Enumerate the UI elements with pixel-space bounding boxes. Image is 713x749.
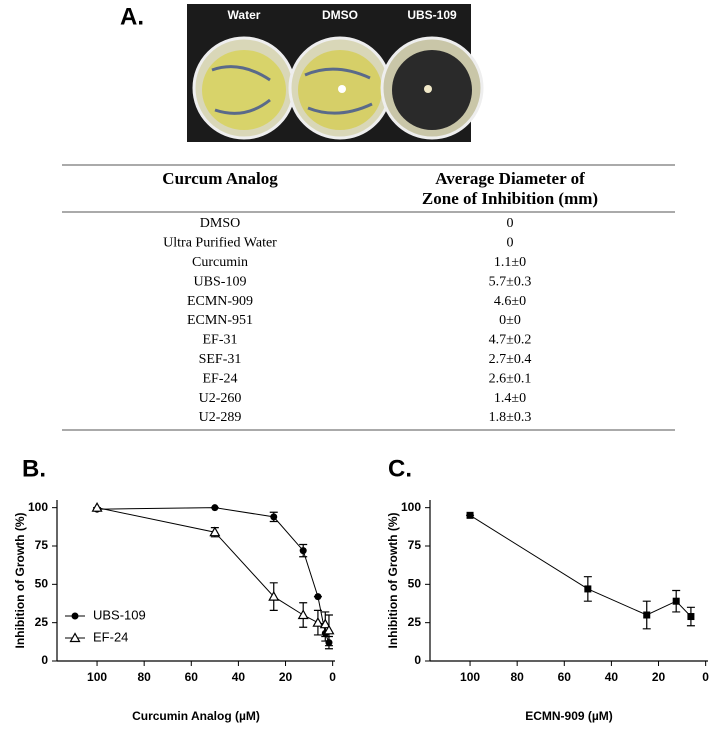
x-tick-label: 60 [558, 670, 572, 684]
table-cell: 0 [507, 216, 514, 231]
y-tick-label: 50 [35, 577, 49, 591]
legend-label: EF-24 [93, 629, 128, 644]
y-tick-label: 100 [401, 500, 421, 514]
x-tick-label: 0 [329, 670, 336, 684]
x-tick-label: 60 [185, 670, 199, 684]
marker [584, 585, 592, 593]
table-cell: 5.7±0.3 [489, 274, 532, 289]
marker [299, 547, 307, 555]
table-cell: DMSO [200, 216, 240, 231]
table-cell: 0±0 [499, 313, 521, 328]
table-cell: 2.7±0.4 [489, 352, 532, 367]
marker [91, 501, 103, 512]
table-cell: EF-31 [203, 333, 238, 348]
x-tick-label: 100 [87, 670, 107, 684]
x-axis-label: ECMN-909 (µM) [525, 709, 613, 723]
table-cell: 1.4±0 [494, 391, 526, 406]
y-tick-label: 75 [35, 538, 49, 552]
y-tick-label: 25 [408, 615, 422, 629]
panel-label: C. [388, 455, 412, 482]
x-tick-label: 80 [137, 670, 151, 684]
x-tick-label: 40 [605, 670, 619, 684]
legend-marker [71, 612, 79, 620]
table-cell: 1.1±0 [494, 255, 526, 270]
marker [319, 618, 331, 629]
photo-label: UBS-109 [407, 8, 457, 22]
marker [211, 504, 219, 512]
y-tick-label: 75 [408, 538, 422, 552]
table-cell: ECMN-909 [187, 294, 253, 309]
marker [209, 526, 221, 537]
y-tick-label: 25 [35, 615, 49, 629]
x-tick-label: 20 [279, 670, 293, 684]
photo-label: Water [228, 8, 261, 22]
table-cell: 0 [507, 236, 514, 251]
y-axis-label: Inhibition of Growth (%) [13, 513, 27, 649]
x-tick-label: 40 [232, 670, 246, 684]
marker [643, 611, 651, 619]
table-cell: U2-289 [199, 410, 242, 425]
y-tick-label: 0 [41, 653, 48, 667]
table-cell: EF-24 [203, 371, 238, 386]
y-tick-label: 0 [414, 653, 421, 667]
table-cell: 4.7±0.2 [489, 333, 532, 348]
marker [297, 609, 309, 620]
x-tick-label: 20 [652, 670, 666, 684]
marker [687, 613, 695, 621]
y-tick-label: 100 [28, 500, 48, 514]
marker [466, 511, 474, 519]
marker [323, 624, 335, 635]
table-cell: UBS-109 [194, 274, 247, 289]
y-axis-label: Inhibition of Growth (%) [386, 513, 400, 649]
marker [312, 616, 324, 627]
marker [314, 593, 322, 601]
table-cell: 1.8±0.3 [489, 410, 532, 425]
marker [270, 513, 278, 521]
table-cell: SEF-31 [199, 352, 242, 367]
legend-label: UBS-109 [93, 607, 146, 622]
column-header: Zone of Inhibition (mm) [422, 189, 598, 208]
x-axis-label: Curcumin Analog (µM) [132, 709, 260, 723]
panel-label: A. [120, 3, 144, 30]
table-cell: Curcumin [192, 255, 248, 270]
table-cell: Ultra Purified Water [163, 236, 277, 251]
table-cell: ECMN-951 [187, 313, 253, 328]
table-cell: 2.6±0.1 [489, 371, 532, 386]
x-tick-label: 100 [460, 670, 480, 684]
panel-label: B. [22, 455, 46, 482]
legend-marker [69, 632, 81, 643]
marker [672, 597, 680, 605]
series-line [469, 514, 692, 617]
x-tick-label: 0 [702, 670, 709, 684]
table-cell: U2-260 [199, 391, 242, 406]
column-header: Curcum Analog [162, 169, 278, 188]
photo-label: DMSO [322, 8, 358, 22]
table-cell: 4.6±0 [494, 294, 526, 309]
y-tick-label: 50 [408, 577, 422, 591]
x-tick-label: 80 [510, 670, 524, 684]
column-header: Average Diameter of [435, 169, 585, 188]
photo [187, 4, 484, 142]
marker [268, 590, 280, 601]
